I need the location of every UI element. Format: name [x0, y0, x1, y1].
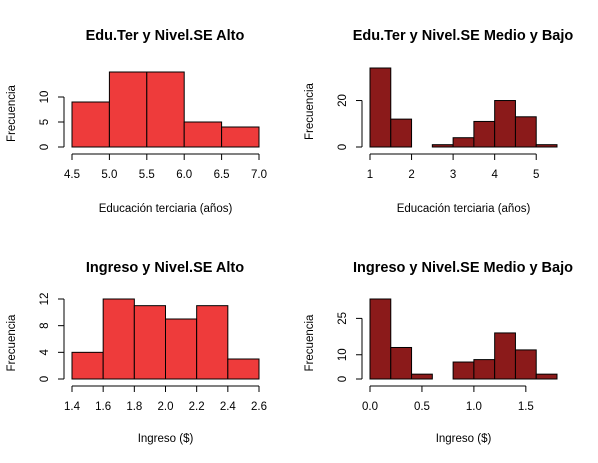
chart-1-bar [183, 121, 223, 148]
chart-4-bar [473, 359, 496, 380]
chart-1-x-tick-label: 6.0 [176, 169, 192, 181]
chart-4-y-tick-label: 10 [337, 348, 349, 361]
chart-4-title: Ingreso y Nivel.SE Medio y Bajo [353, 260, 573, 276]
chart-4-bar [390, 346, 413, 380]
chart-4-x-label: Ingreso ($) [436, 433, 492, 445]
chart-3-title: Ingreso y Nivel.SE Alto [86, 260, 244, 276]
chart-4-bar [535, 373, 558, 380]
chart-3-x-tick-label: 2.2 [189, 401, 205, 413]
chart-1-x-tick-label: 5.0 [101, 169, 117, 181]
chart-2-bar [514, 116, 537, 148]
chart-1-x-tick-label: 7.0 [251, 169, 267, 181]
chart-2-bar [431, 144, 454, 148]
chart-1-bar [71, 101, 110, 148]
chart-4-y-label: Frecuencia [304, 314, 316, 371]
chart-2-y-tick-label: 20 [337, 94, 349, 107]
chart-2-bar [390, 118, 413, 148]
chart-3-x-label: Ingreso ($) [138, 433, 194, 445]
chart-2-bar [369, 67, 392, 148]
chart-3-bar [196, 305, 229, 380]
chart-4-y-tick-label: 0 [337, 376, 349, 382]
chart-2-bar [452, 137, 475, 148]
chart-1-x-label: Educación terciaria (años) [99, 203, 233, 215]
chart-3-bar [227, 358, 260, 380]
chart-3-bar [133, 305, 166, 380]
chart-2-x-tick-label: 5 [533, 169, 539, 181]
chart-4-x-tick-label: 1.0 [466, 401, 482, 413]
chart-3-x-tick-label: 1.4 [64, 401, 81, 413]
chart-2-bar [473, 120, 496, 148]
chart-2-y-tick-label: 0 [337, 144, 349, 150]
chart-3-x-tick-label: 1.6 [95, 401, 111, 413]
chart-4-y-tick-label: 25 [337, 312, 349, 325]
chart-4-x-tick-label: 0.0 [362, 401, 378, 413]
chart-4-x-tick-label: 1.5 [518, 401, 534, 413]
chart-4-bar [514, 349, 537, 380]
chart-1-x-tick-label: 6.5 [214, 169, 230, 181]
chart-3-bar [102, 298, 135, 380]
chart-1-x-tick-label: 4.5 [64, 169, 80, 181]
chart-3-y-tick-label: 8 [39, 322, 51, 328]
chart-4-x-tick-label: 0.5 [414, 401, 430, 413]
chart-1-y-tick-label: 5 [39, 119, 51, 125]
chart-2-x-tick-label: 3 [450, 169, 456, 181]
chart-4-bar [369, 298, 392, 380]
chart-3-bar [165, 318, 198, 380]
chart-3-bar [71, 351, 104, 380]
chart-3-y-tick-label: 0 [39, 376, 51, 382]
chart-2-x-tick-label: 1 [367, 169, 373, 181]
chart-3-x-tick-label: 1.8 [126, 401, 142, 413]
chart-1-title: Edu.Ter y Nivel.SE Alto [86, 28, 245, 44]
chart-1-x-tick-label: 5.5 [139, 169, 155, 181]
chart-4-bar [494, 332, 516, 380]
chart-1-y-tick-label: 10 [39, 91, 51, 104]
chart-3-y-tick-label: 4 [39, 349, 51, 356]
chart-1-bar [221, 126, 260, 148]
chart-4-bar [411, 373, 433, 380]
chart-1-y-tick-label: 0 [39, 144, 51, 150]
chart-2-bar [535, 144, 558, 148]
chart-2-x-tick-label: 2 [408, 169, 414, 181]
chart-4-bar [452, 361, 475, 380]
chart-2-title: Edu.Ter y Nivel.SE Medio y Bajo [353, 28, 574, 44]
chart-1-bar [146, 71, 185, 148]
chart-3-y-tick-label: 12 [39, 293, 51, 306]
chart-1-y-label: Frecuencia [6, 84, 18, 141]
chart-2-y-label: Frecuencia [304, 82, 316, 139]
chart-3-x-tick-label: 2.6 [251, 401, 267, 413]
chart-2-bar [494, 100, 516, 148]
chart-3-x-tick-label: 2.0 [158, 401, 174, 413]
chart-3-x-tick-label: 2.4 [220, 401, 237, 413]
chart-1-bar [108, 71, 148, 148]
chart-3-y-label: Frecuencia [6, 314, 18, 371]
chart-2-x-tick-label: 4 [491, 169, 498, 181]
chart-2-x-label: Educación terciaria (años) [397, 203, 531, 215]
